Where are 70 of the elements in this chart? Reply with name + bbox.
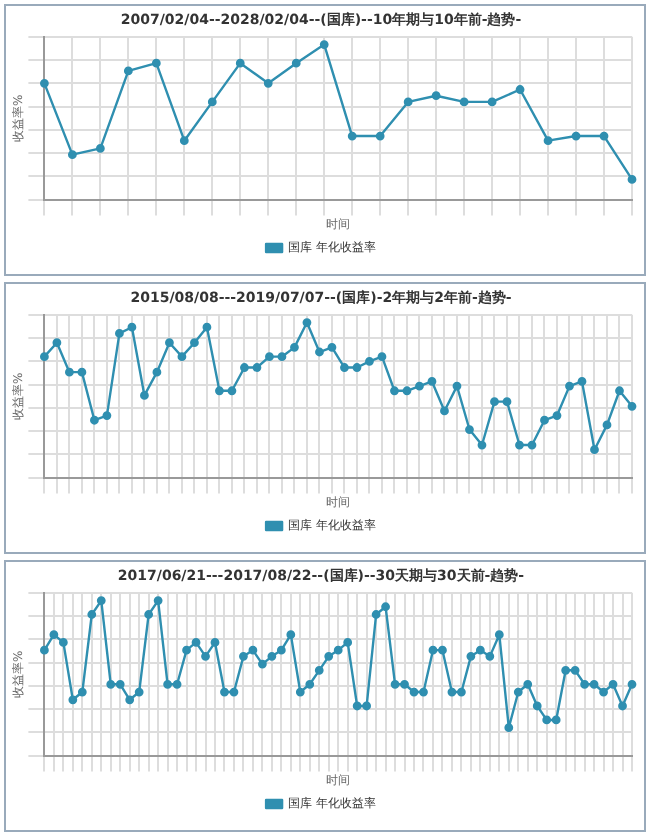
point (95, 144, 105, 153)
point (319, 40, 329, 49)
point (123, 66, 133, 76)
point (440, 406, 449, 416)
point (527, 440, 537, 450)
point (65, 367, 74, 377)
point (115, 329, 124, 338)
point (179, 136, 189, 146)
point (571, 131, 581, 141)
point (452, 381, 462, 391)
point (477, 440, 487, 450)
point (291, 58, 301, 68)
point (402, 386, 412, 396)
point (377, 352, 387, 362)
point (102, 411, 112, 420)
point (52, 338, 62, 348)
point (315, 347, 324, 357)
point (152, 367, 162, 377)
point (40, 352, 49, 362)
point (627, 175, 637, 184)
point (403, 97, 413, 107)
point (77, 367, 87, 377)
point (190, 338, 199, 348)
point (90, 415, 99, 425)
point (375, 131, 385, 141)
point (127, 322, 137, 332)
point (352, 363, 362, 372)
point (252, 363, 262, 372)
point (515, 440, 524, 450)
point (202, 322, 212, 332)
point (235, 58, 245, 68)
point (277, 352, 287, 362)
point (227, 386, 237, 396)
point (627, 401, 637, 411)
point (165, 338, 174, 348)
point (67, 150, 77, 160)
point (215, 386, 224, 396)
point (265, 352, 274, 362)
point (615, 386, 624, 396)
point (602, 420, 612, 430)
point (465, 425, 474, 434)
point (540, 415, 549, 425)
point (590, 445, 599, 455)
point (565, 381, 574, 391)
point (263, 78, 273, 88)
point (140, 391, 149, 400)
point (340, 363, 349, 372)
point (543, 136, 553, 146)
point (347, 131, 357, 141)
point (515, 85, 525, 94)
point (290, 342, 299, 352)
point (365, 356, 374, 366)
point (427, 377, 437, 386)
point (552, 411, 562, 420)
point (415, 381, 424, 391)
point (151, 58, 161, 68)
point (487, 97, 497, 107)
point (177, 352, 187, 362)
point (431, 91, 441, 101)
point (327, 342, 337, 352)
point (390, 386, 399, 396)
point (240, 363, 249, 372)
point (40, 78, 49, 88)
point (490, 397, 499, 407)
point (459, 97, 469, 107)
point (207, 97, 217, 107)
point (502, 397, 512, 407)
point (302, 318, 312, 327)
point (577, 377, 587, 386)
point (599, 131, 609, 141)
